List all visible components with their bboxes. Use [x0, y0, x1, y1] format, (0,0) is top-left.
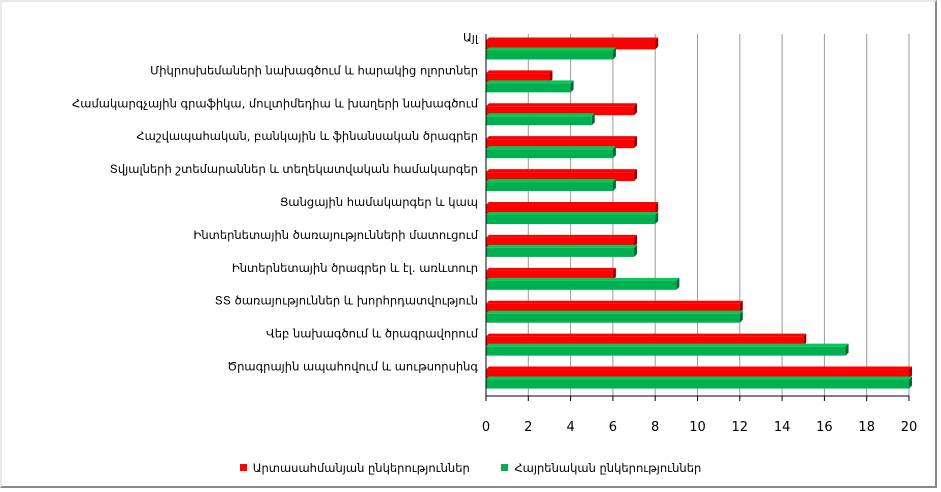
- legend-label-foreign: Արտասահմանյան ընկերություններ: [252, 460, 470, 475]
- category-label: Ինտերնետային ծրագրեր և էլ. առևտուր: [232, 261, 478, 275]
- category-labels: Այլ Միկրոսխեմաների նախագծում և հարակից ոլ…: [72, 30, 479, 373]
- bar-domestic: [486, 277, 680, 290]
- x-tick-label: 20: [901, 420, 918, 435]
- x-tick-label: 16: [816, 420, 833, 435]
- bar-domestic: [486, 47, 616, 60]
- bar-foreign: [486, 37, 659, 50]
- bar-domestic: [486, 343, 849, 356]
- category-label: Ինտերնետային ծառայությունների մատուցում: [193, 228, 478, 242]
- bars: [486, 37, 912, 389]
- category-label: Այլ: [463, 30, 479, 44]
- category-label: Միկրոսխեմաների նախագծում և հարակից ոլորտ…: [150, 63, 478, 77]
- bar-foreign: [486, 70, 553, 83]
- bar-foreign: [486, 103, 638, 116]
- bar-foreign: [486, 234, 638, 247]
- bar-foreign: [486, 202, 659, 214]
- category-label: Ցանցային համակարգեր և կապ: [280, 195, 478, 209]
- bar-foreign: [486, 169, 638, 182]
- legend: Արտասահմանյան ընկերություններ Հայրենական…: [0, 460, 941, 475]
- category-label: Տվյալների շտեմարաններ և տեղեկատվական համ…: [110, 162, 478, 176]
- legend-swatch-foreign: [239, 464, 247, 471]
- category-label: ՏՏ ծառայություններ և խորհրդատվություն: [215, 294, 478, 308]
- x-tick-label: 10: [689, 420, 706, 435]
- category-label: Ծրագրային ապահովում և աութսորսինգ: [227, 360, 478, 374]
- bar-foreign: [486, 136, 638, 149]
- category-label: Հաշվապահական, բանկային և ֆինանսական ծրագ…: [136, 129, 478, 143]
- x-tick-label: 0: [482, 420, 490, 435]
- bar-foreign: [486, 366, 912, 379]
- bar-foreign: [486, 267, 616, 280]
- x-tick-label: 2: [524, 420, 532, 435]
- legend-label-domestic: Հայրենական ընկերություններ: [514, 460, 702, 475]
- bar-domestic: [486, 376, 912, 389]
- x-tick-label: 14: [774, 420, 791, 435]
- category-label: Վեբ նախագծում և ծրագրավորում: [266, 327, 479, 341]
- bar-domestic: [486, 310, 743, 323]
- bar-domestic: [486, 212, 659, 224]
- x-tick-label: 12: [732, 420, 749, 435]
- x-tick-label: 8: [651, 420, 659, 435]
- x-axis-ticks: 0 2 4 6 8 10 12 14 16 18 20: [482, 34, 917, 435]
- bar-foreign: [486, 300, 743, 313]
- legend-swatch-domestic: [501, 464, 509, 471]
- legend-item-domestic: Հայրենական ընկերություններ: [501, 461, 701, 475]
- bar-domestic: [486, 244, 638, 257]
- bar-domestic: [486, 80, 574, 93]
- x-tick-label: 18: [858, 420, 875, 435]
- bar-domestic: [486, 113, 595, 126]
- category-label: Համակարգչային գրաֆիկա, մուլտիմեդիա և խաղ…: [72, 96, 479, 110]
- bar-foreign: [486, 333, 807, 346]
- x-tick-label: 6: [609, 420, 617, 435]
- bar-domestic: [486, 146, 616, 159]
- x-tick-label: 4: [566, 420, 574, 435]
- legend-item-foreign: Արտասահմանյան ընկերություններ: [239, 460, 470, 475]
- bar-domestic: [486, 179, 616, 192]
